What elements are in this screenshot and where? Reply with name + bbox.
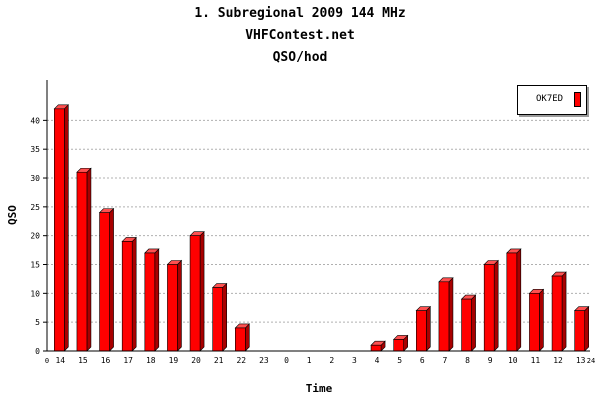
y-tick-label: 30	[30, 174, 40, 183]
y-tick-label: 0	[35, 347, 40, 356]
bar	[438, 281, 450, 352]
x-tick-label: 19	[169, 356, 179, 365]
bar-side	[86, 167, 92, 352]
x-tick-label: 22	[236, 356, 246, 365]
bar-side	[561, 271, 567, 352]
bar-side	[584, 305, 589, 352]
bar	[54, 108, 65, 352]
y-tick-label: 25	[30, 203, 40, 212]
x-tick-label: 1	[307, 356, 312, 365]
chart-subtitle: VHFContest.net	[245, 28, 355, 43]
bar-side	[131, 236, 137, 352]
y-tick-label: 35	[30, 145, 40, 154]
bar-side	[199, 230, 205, 352]
chart-subtitle-2: QSO/hod	[272, 50, 328, 65]
x-tick-label: 14	[55, 356, 65, 365]
bar	[167, 264, 178, 352]
x-tick-label: 4	[375, 356, 380, 365]
bar	[212, 287, 223, 352]
bar	[235, 327, 246, 352]
y-tick-label: 15	[30, 261, 40, 270]
x-axis-end-label: 24	[587, 357, 595, 365]
x-tick-label: 8	[465, 356, 470, 365]
bar	[461, 298, 472, 352]
legend-swatch	[574, 92, 581, 107]
bar	[551, 275, 563, 352]
x-tick-label: 12	[553, 356, 563, 365]
x-tick-label: 13	[576, 356, 586, 365]
bar-side	[177, 259, 182, 352]
bar	[483, 264, 495, 352]
chart-title: 1. Subregional 2009 144 MHz	[194, 6, 406, 21]
bar	[370, 344, 382, 352]
x-axis-start-label: 0	[45, 357, 49, 365]
x-tick-label: 11	[531, 356, 541, 365]
bar-side	[448, 277, 454, 352]
bars	[53, 104, 590, 352]
bar	[574, 310, 585, 352]
x-tick-label: 0	[284, 356, 289, 365]
x-tick-label: 18	[146, 356, 156, 365]
bar	[529, 293, 540, 352]
bar-side	[64, 104, 69, 352]
bar	[393, 339, 404, 352]
y-tick-label: 5	[35, 318, 40, 327]
x-tick-label: 21	[214, 356, 224, 365]
x-tick-label: 5	[397, 356, 402, 365]
bar	[189, 235, 201, 352]
x-tick-label: 6	[420, 356, 425, 365]
x-axis-title: Time	[306, 382, 333, 395]
bar	[416, 310, 427, 352]
x-tick-label: 10	[508, 356, 518, 365]
y-tick-label: 40	[30, 116, 40, 125]
bar	[99, 212, 110, 352]
bar-side	[245, 323, 250, 352]
bar-side	[539, 288, 544, 352]
bar-side	[109, 207, 114, 352]
x-tick-label: 20	[191, 356, 201, 365]
x-tick-label: 2	[329, 356, 334, 365]
bar-side	[222, 282, 227, 352]
x-tick-label: 9	[488, 356, 493, 365]
x-tick-label: 3	[352, 356, 357, 365]
bar	[121, 241, 133, 352]
bar	[506, 252, 518, 352]
bar	[76, 171, 88, 352]
x-tick-label: 23	[259, 356, 269, 365]
bar-side	[471, 294, 476, 352]
x-tick-label: 15	[78, 356, 88, 365]
legend: OK7ED	[517, 85, 587, 115]
x-tick-label: 16	[101, 356, 111, 365]
bar-side	[516, 248, 522, 352]
x-tick-label: 7	[443, 356, 448, 365]
grid-lines	[47, 119, 590, 323]
x-tick-label: 17	[123, 356, 133, 365]
legend-label: OK7ED	[536, 94, 564, 104]
y-axis-title: QSO	[6, 205, 19, 225]
bar-side	[154, 248, 160, 352]
bar	[144, 252, 156, 352]
bar-side	[426, 305, 431, 352]
bar-side	[493, 259, 499, 352]
y-tick-label: 20	[30, 232, 40, 241]
y-tick-label: 10	[30, 289, 40, 298]
